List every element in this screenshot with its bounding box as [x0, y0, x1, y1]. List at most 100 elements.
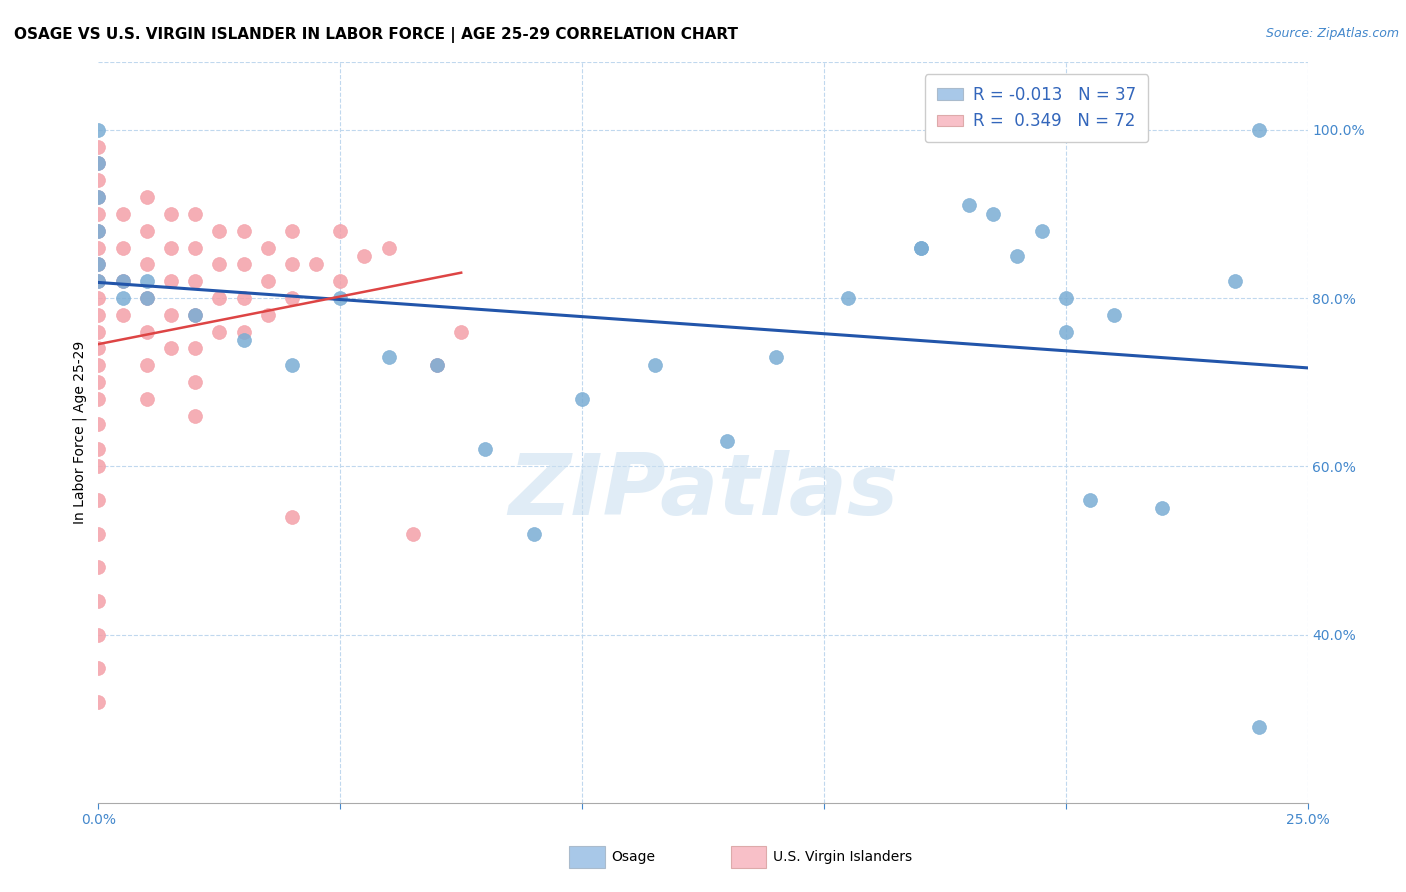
Point	[111, 207, 134, 221]
Point	[765, 350, 787, 364]
Point	[957, 198, 980, 212]
Point	[256, 240, 278, 255]
Point	[135, 392, 157, 406]
Point	[281, 291, 304, 305]
Point	[281, 509, 304, 524]
Point	[87, 156, 110, 170]
Point	[184, 274, 207, 288]
Point	[208, 224, 231, 238]
Point	[450, 325, 472, 339]
Point	[111, 240, 134, 255]
Point	[87, 526, 110, 541]
Point	[160, 274, 183, 288]
Point	[208, 325, 231, 339]
Point	[87, 224, 110, 238]
Point	[426, 359, 449, 373]
Point	[208, 291, 231, 305]
Point	[87, 661, 110, 675]
Point	[232, 224, 254, 238]
Point	[184, 409, 207, 423]
Point	[135, 291, 157, 305]
Point	[160, 207, 183, 221]
Point	[87, 560, 110, 574]
Point	[184, 375, 207, 389]
Point	[837, 291, 859, 305]
Point	[87, 594, 110, 608]
Point	[232, 257, 254, 271]
Y-axis label: In Labor Force | Age 25-29: In Labor Force | Age 25-29	[73, 341, 87, 524]
Point	[353, 249, 375, 263]
Point	[281, 257, 304, 271]
Point	[910, 240, 932, 255]
Point	[1078, 492, 1101, 507]
Point	[135, 359, 157, 373]
Point	[87, 325, 110, 339]
Point	[1249, 720, 1271, 734]
Point	[87, 190, 110, 204]
Point	[402, 526, 425, 541]
Point	[184, 308, 207, 322]
Point	[1007, 249, 1029, 263]
Point	[184, 308, 207, 322]
Point	[87, 156, 110, 170]
Point	[87, 442, 110, 457]
Point	[1102, 308, 1125, 322]
Point	[1152, 501, 1174, 516]
Point	[571, 392, 593, 406]
Point	[111, 274, 134, 288]
Point	[426, 359, 449, 373]
Point	[256, 308, 278, 322]
Point	[135, 257, 157, 271]
Point	[1031, 224, 1053, 238]
Point	[256, 274, 278, 288]
Point	[281, 359, 304, 373]
Point	[87, 359, 110, 373]
Text: Osage: Osage	[612, 850, 655, 864]
Point	[87, 274, 110, 288]
Point	[377, 240, 399, 255]
Legend: R = -0.013   N = 37, R =  0.349   N = 72: R = -0.013 N = 37, R = 0.349 N = 72	[925, 74, 1149, 142]
Point	[87, 291, 110, 305]
Point	[135, 190, 157, 204]
Point	[1223, 274, 1246, 288]
Point	[87, 240, 110, 255]
Point	[208, 257, 231, 271]
Text: OSAGE VS U.S. VIRGIN ISLANDER IN LABOR FORCE | AGE 25-29 CORRELATION CHART: OSAGE VS U.S. VIRGIN ISLANDER IN LABOR F…	[14, 27, 738, 43]
Point	[184, 207, 207, 221]
Point	[87, 274, 110, 288]
Point	[87, 173, 110, 187]
Point	[305, 257, 328, 271]
Point	[523, 526, 546, 541]
Point	[135, 325, 157, 339]
Point	[160, 240, 183, 255]
Point	[160, 342, 183, 356]
Point	[474, 442, 496, 457]
Point	[87, 207, 110, 221]
Point	[87, 224, 110, 238]
Point	[87, 139, 110, 153]
Text: U.S. Virgin Islanders: U.S. Virgin Islanders	[773, 850, 912, 864]
Point	[910, 240, 932, 255]
Point	[281, 224, 304, 238]
Point	[1054, 291, 1077, 305]
Point	[329, 291, 352, 305]
Point	[87, 417, 110, 432]
Point	[716, 434, 738, 448]
Point	[232, 325, 254, 339]
Point	[87, 342, 110, 356]
Point	[1054, 325, 1077, 339]
Point	[87, 257, 110, 271]
Point	[232, 291, 254, 305]
Point	[87, 308, 110, 322]
Text: ZIPatlas: ZIPatlas	[508, 450, 898, 533]
Point	[111, 308, 134, 322]
Point	[981, 207, 1004, 221]
Point	[87, 190, 110, 204]
Point	[87, 459, 110, 474]
Point	[87, 122, 110, 136]
Point	[232, 333, 254, 347]
Point	[160, 308, 183, 322]
Point	[377, 350, 399, 364]
Point	[87, 257, 110, 271]
Point	[135, 291, 157, 305]
